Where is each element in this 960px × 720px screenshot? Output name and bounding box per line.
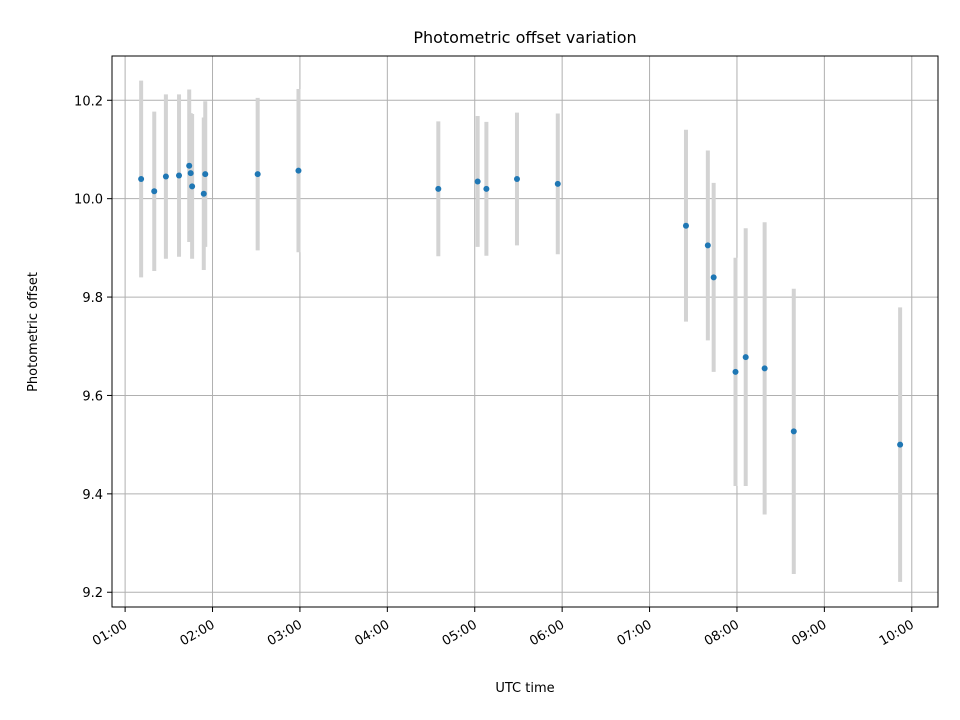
grid [112, 56, 938, 607]
y-tick-label: 9.6 [82, 389, 103, 404]
x-axis-label: UTC time [495, 681, 554, 696]
data-point [176, 172, 183, 179]
data-point [187, 170, 194, 177]
data-point [200, 190, 207, 197]
y-tick-label: 10.2 [74, 94, 103, 109]
data-point [513, 175, 520, 182]
y-tick: 9.4 [82, 488, 112, 503]
y-tick: 9.6 [82, 389, 112, 404]
data-point [186, 162, 193, 169]
data-point [732, 368, 739, 375]
y-tick: 9.2 [82, 586, 112, 601]
data-point [710, 274, 717, 281]
y-tick-label: 10.0 [74, 193, 103, 208]
plot-frame [111, 55, 939, 608]
y-tick: 10.2 [74, 94, 112, 109]
data-point [254, 171, 261, 178]
y-axis: 9.2 9.4 9.6 9.8 10.0 10.2 [74, 94, 112, 601]
data-point [151, 188, 158, 195]
data-point [790, 428, 797, 435]
data-point [189, 183, 196, 190]
y-tick: 9.8 [82, 291, 112, 306]
data-point [704, 242, 711, 249]
y-tick: 10.0 [74, 193, 112, 208]
y-tick-label: 9.2 [82, 586, 103, 601]
data-point [474, 178, 481, 185]
y-tick-label: 9.8 [82, 291, 103, 306]
data-point [483, 185, 490, 192]
y-axis-label: Photometric offset [26, 272, 41, 392]
data-point [742, 354, 749, 361]
data-point [435, 185, 442, 192]
data-point [682, 222, 689, 229]
data-point [202, 171, 209, 178]
y-tick-label: 9.4 [82, 488, 103, 503]
data-point [554, 180, 561, 187]
data-points [138, 162, 904, 448]
data-point [162, 173, 169, 180]
chart-title: Photometric offset variation [413, 28, 636, 47]
data-point [761, 365, 768, 372]
data-point [897, 441, 904, 448]
data-point [295, 167, 302, 174]
data-point [138, 175, 145, 182]
